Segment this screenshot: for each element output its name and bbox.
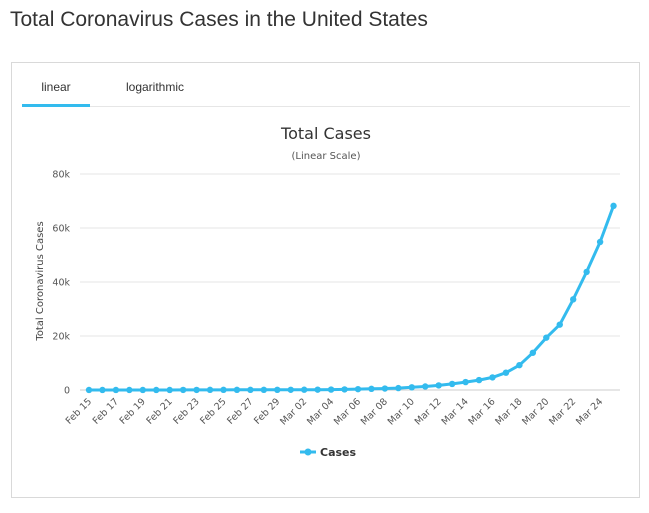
x-tick-label: Feb 23 — [171, 396, 201, 426]
x-tick-label: Feb 29 — [252, 396, 282, 426]
data-point[interactable] — [489, 374, 496, 381]
x-tick-label: Feb 17 — [91, 396, 121, 426]
data-point[interactable] — [341, 386, 348, 393]
data-point[interactable] — [543, 334, 550, 341]
x-tick-label: Mar 12 — [413, 396, 444, 427]
y-tick-label: 20k — [52, 332, 70, 343]
data-point[interactable] — [408, 384, 415, 391]
y-axis-label: Total Coronavirus Cases — [35, 221, 46, 341]
data-point[interactable] — [206, 386, 214, 394]
data-point[interactable] — [422, 383, 429, 390]
tab-logarithmic[interactable]: logarithmic — [125, 80, 185, 94]
series-points — [85, 202, 617, 394]
data-point[interactable] — [327, 386, 335, 393]
data-point[interactable] — [435, 382, 442, 389]
data-point[interactable] — [85, 386, 93, 394]
x-tick-label: Mar 04 — [305, 396, 336, 427]
legend-label: Cases — [320, 446, 357, 459]
y-tick-label: 0 — [64, 386, 70, 397]
legend-marker — [304, 448, 312, 456]
data-point[interactable] — [462, 378, 469, 386]
x-tick-label: Mar 18 — [493, 396, 524, 427]
data-point[interactable] — [610, 202, 617, 210]
x-tick-label: Feb 15 — [64, 396, 94, 426]
scale-tabs: linear logarithmic — [22, 63, 630, 107]
chart-title: Total Cases — [280, 124, 371, 143]
x-tick-label: Mar 16 — [466, 396, 497, 427]
data-point[interactable] — [381, 385, 389, 392]
x-tick-label: Mar 22 — [547, 396, 578, 427]
x-tick-label: Feb 19 — [118, 396, 148, 426]
data-point[interactable] — [395, 384, 402, 392]
data-point[interactable] — [99, 386, 106, 394]
x-tick-label: Feb 27 — [225, 396, 255, 426]
data-point[interactable] — [556, 321, 563, 328]
x-tick-label: Feb 21 — [144, 396, 174, 426]
data-point[interactable] — [354, 385, 362, 393]
data-point[interactable] — [583, 268, 590, 276]
x-tick-label: Mar 08 — [359, 396, 390, 427]
data-point[interactable] — [475, 376, 483, 384]
data-point[interactable] — [368, 385, 375, 393]
data-point[interactable] — [247, 386, 254, 394]
x-tick-label: Mar 24 — [574, 396, 605, 427]
data-point[interactable] — [139, 386, 146, 394]
grid-lines — [80, 173, 620, 391]
data-point[interactable] — [529, 349, 537, 356]
x-tick-label: Mar 14 — [440, 396, 471, 427]
data-point[interactable] — [126, 386, 133, 394]
x-tick-label: Mar 06 — [332, 396, 363, 427]
chart-subtitle: (Linear Scale) — [292, 151, 361, 162]
data-point[interactable] — [314, 386, 321, 393]
data-point[interactable] — [516, 361, 523, 369]
data-point[interactable] — [596, 238, 604, 246]
data-point[interactable] — [301, 386, 308, 393]
data-point[interactable] — [220, 386, 227, 394]
data-point[interactable] — [287, 386, 294, 393]
y-tick-label: 40k — [52, 278, 70, 289]
series-line-cases — [87, 204, 615, 392]
data-point[interactable] — [112, 386, 120, 394]
data-point[interactable] — [502, 369, 510, 376]
chart-panel: linear logarithmic — [11, 62, 640, 498]
x-tick-label: Mar 20 — [520, 396, 551, 427]
y-ticks: 0 20k 40k 60k 80k — [52, 170, 70, 397]
data-point[interactable] — [153, 386, 160, 394]
data-point[interactable] — [193, 386, 200, 394]
x-tick-label: Mar 10 — [386, 396, 417, 427]
data-point[interactable] — [570, 296, 577, 303]
tab-linear[interactable]: linear — [22, 63, 90, 107]
data-point[interactable] — [233, 386, 241, 394]
data-point[interactable] — [179, 386, 187, 394]
x-tick-label: Mar 02 — [278, 396, 309, 427]
legend-item-cases[interactable]: Cases — [300, 446, 357, 459]
data-point[interactable] — [260, 386, 268, 394]
data-point[interactable] — [274, 386, 281, 394]
y-tick-label: 80k — [52, 170, 70, 181]
page-title: Total Coronavirus Cases in the United St… — [10, 8, 428, 31]
x-tick-label: Feb 25 — [198, 396, 228, 426]
data-point[interactable] — [166, 386, 173, 394]
y-tick-label: 60k — [52, 224, 70, 235]
data-point[interactable] — [448, 380, 456, 388]
